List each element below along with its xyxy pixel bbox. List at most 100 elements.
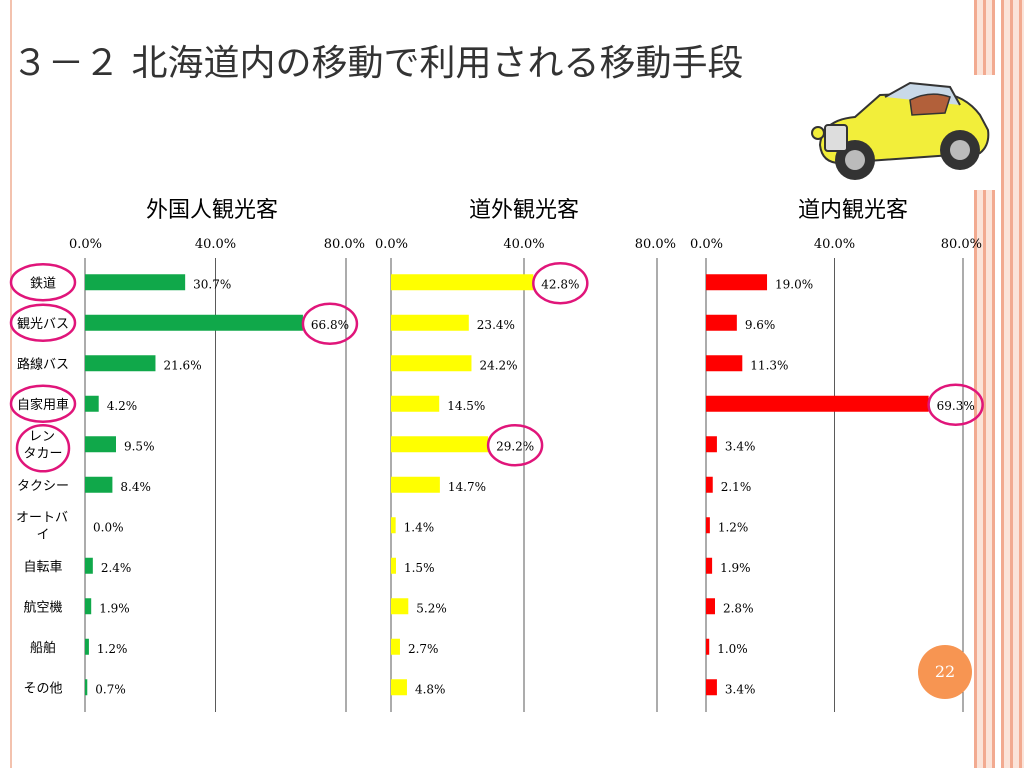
data-label: 1.9%: [720, 561, 751, 575]
category-label: レン: [29, 429, 55, 444]
bar: [85, 314, 303, 331]
bar: [706, 355, 743, 372]
bar: [85, 395, 99, 412]
bar: [706, 557, 713, 574]
highlight-circle: [9, 303, 77, 342]
highlight-circle: [9, 384, 77, 423]
tick-label: 0.0%: [375, 237, 408, 252]
bar: [391, 355, 472, 372]
bar: [391, 679, 407, 696]
bar: [391, 638, 400, 655]
bar: [85, 638, 89, 655]
data-label: 2.7%: [408, 642, 439, 656]
bar: [706, 598, 715, 615]
data-label: 4.8%: [415, 682, 446, 696]
highlight-circle: [9, 263, 77, 302]
bar: [706, 395, 929, 412]
category-label: タクシー: [17, 479, 69, 494]
data-label: 1.5%: [404, 561, 435, 575]
category-label: 自転車: [23, 560, 62, 575]
data-label: 9.5%: [124, 439, 154, 453]
category-label: オートバ: [16, 510, 68, 525]
bar: [85, 598, 92, 615]
data-label: 9.6%: [745, 318, 776, 332]
data-label: 69.3%: [937, 399, 975, 413]
chart-title: 道外観光客: [469, 198, 579, 223]
data-label: 8.4%: [120, 480, 151, 494]
bar: [85, 355, 156, 372]
data-label: 42.8%: [541, 277, 579, 291]
chart-title: 外国人観光客: [146, 198, 278, 223]
bar: [85, 436, 116, 453]
bar: [85, 476, 113, 493]
bar: [391, 274, 534, 291]
category-label: 路線バス: [17, 356, 69, 372]
bar: [391, 436, 489, 453]
data-label: 11.3%: [750, 358, 788, 372]
data-label: 1.2%: [97, 642, 128, 656]
category-label: 船舶: [30, 640, 56, 656]
bar: [85, 557, 93, 574]
data-label: 0.7%: [95, 682, 126, 696]
bar: [706, 476, 713, 493]
decorative-stripe-gap: [995, 0, 1001, 768]
tick-label: 0.0%: [690, 237, 723, 252]
bar: [391, 395, 440, 412]
data-label: 14.5%: [447, 399, 485, 413]
data-label: 2.8%: [723, 601, 754, 615]
category-label: イ: [36, 527, 49, 542]
category-label: 航空機: [23, 599, 62, 615]
bar: [706, 274, 768, 291]
data-label: 14.7%: [448, 480, 486, 494]
chart-title: 道内観光客: [798, 198, 908, 223]
bar: [706, 679, 717, 696]
tick-label: 80.0%: [941, 237, 982, 252]
tick-label: 80.0%: [324, 237, 365, 252]
tick-label: 40.0%: [814, 237, 855, 252]
car-icon: [811, 81, 990, 180]
data-label: 29.2%: [496, 439, 534, 453]
data-label: 5.2%: [416, 601, 447, 615]
tick-label: 40.0%: [503, 237, 544, 252]
data-label: 21.6%: [163, 358, 201, 372]
category-label: その他: [23, 681, 62, 696]
left-border-line: [10, 0, 12, 768]
data-label: 1.0%: [717, 642, 748, 656]
data-label: 2.1%: [721, 480, 752, 494]
bar: [391, 476, 440, 493]
bar: [706, 517, 710, 534]
data-label: 1.4%: [404, 520, 435, 534]
bar: [85, 679, 88, 696]
data-label: 1.9%: [99, 601, 130, 615]
tick-label: 40.0%: [195, 237, 236, 252]
page-number-badge: 22: [918, 645, 972, 699]
highlight-circle: [486, 424, 544, 467]
data-label: 30.7%: [193, 277, 231, 291]
bar: [391, 557, 396, 574]
data-label: 19.0%: [775, 277, 813, 291]
data-label: 0.0%: [93, 520, 124, 534]
slide-title: ３－２ 北海道内の移動で利用される移動手段: [12, 43, 744, 84]
data-label: 66.8%: [311, 318, 349, 332]
data-label: 4.2%: [107, 399, 138, 413]
bar: [391, 598, 409, 615]
bar: [706, 638, 710, 655]
tick-label: 0.0%: [69, 237, 102, 252]
category-label: タカー: [23, 446, 62, 461]
bar: [391, 314, 469, 331]
bar: [706, 314, 737, 331]
highlight-circle: [301, 302, 359, 345]
highlight-circle: [15, 424, 71, 473]
data-label: 3.4%: [725, 682, 756, 696]
data-label: 1.2%: [718, 520, 749, 534]
category-label: 自家用車: [17, 397, 69, 413]
bar: [706, 436, 717, 453]
highlight-circle: [927, 383, 984, 426]
tick-label: 80.0%: [635, 237, 676, 252]
data-label: 23.4%: [477, 318, 515, 332]
data-label: 24.2%: [479, 358, 517, 372]
data-label: 3.4%: [725, 439, 756, 453]
bar: [85, 274, 186, 291]
bar: [391, 517, 396, 534]
